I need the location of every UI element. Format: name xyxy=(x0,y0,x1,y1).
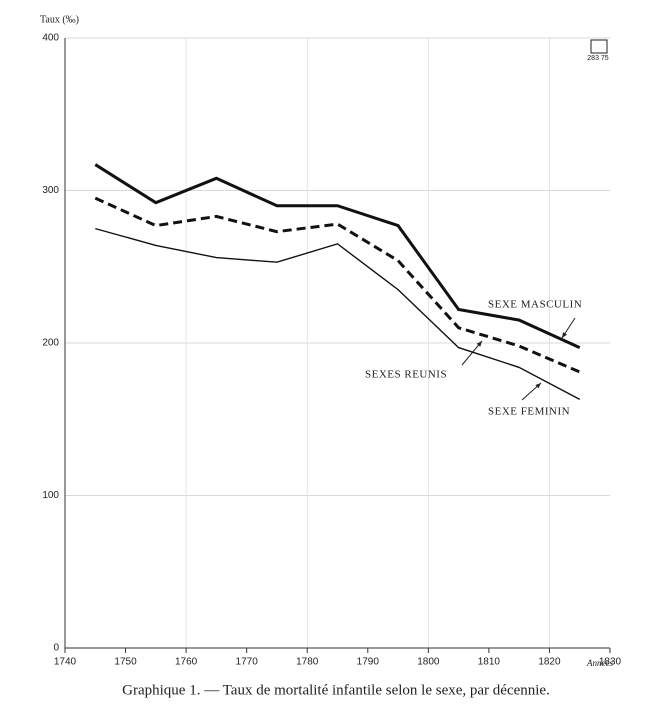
x-tick-label: 1830 xyxy=(599,657,622,668)
x-tick-label: 1810 xyxy=(478,657,501,668)
logo-code: 283 75 xyxy=(587,55,609,62)
arrow-head xyxy=(535,383,541,389)
x-tick-label: 1770 xyxy=(236,657,259,668)
logo xyxy=(590,39,608,54)
series-line xyxy=(94,163,581,349)
x-tick-label: 1780 xyxy=(296,657,319,668)
caption: Graphique 1. — Taux de mortalité infanti… xyxy=(122,682,550,698)
x-tick-label: 1820 xyxy=(538,657,561,668)
arrow-head xyxy=(476,341,482,347)
y-tick-label: 300 xyxy=(42,185,59,196)
x-axis-label: Années xyxy=(586,658,613,668)
series-line xyxy=(95,227,581,401)
y-tick-label: 200 xyxy=(42,338,59,349)
y-tick-label: 0 xyxy=(53,643,59,654)
series-label: SEXE FEMININ xyxy=(488,406,570,418)
arrow-head xyxy=(562,332,567,338)
x-tick-label: 1750 xyxy=(114,657,137,668)
series-label: SEXE MASCULIN xyxy=(488,299,582,311)
series-label: SEXES REUNIS xyxy=(365,369,447,381)
x-tick-label: 1740 xyxy=(54,657,77,668)
y-tick-label: 400 xyxy=(42,33,59,44)
y-tick-label: 100 xyxy=(42,490,59,501)
y-axis-label: Taux (‰) xyxy=(40,14,79,25)
x-tick-label: 1800 xyxy=(417,657,440,668)
series-line xyxy=(94,196,581,374)
x-tick-label: 1760 xyxy=(175,657,198,668)
x-tick-label: 1790 xyxy=(357,657,380,668)
